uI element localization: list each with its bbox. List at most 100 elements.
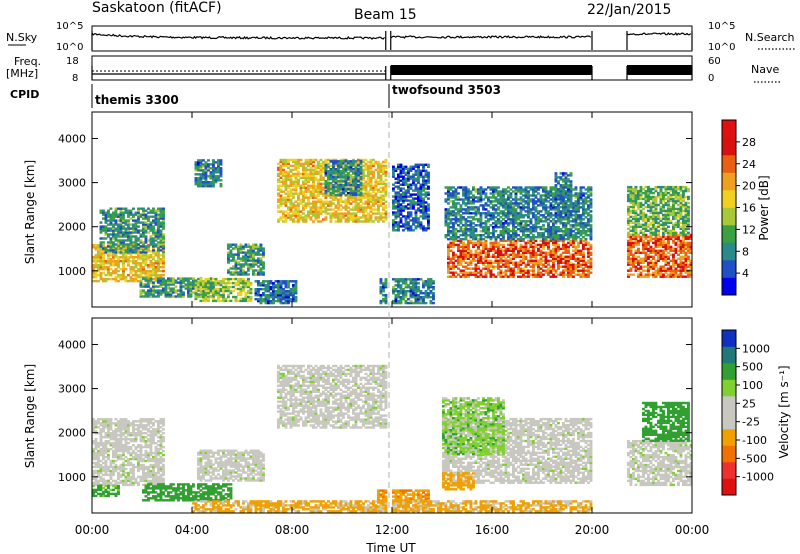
data-cell [407, 211, 410, 214]
data-cell [224, 281, 228, 285]
data-cell [237, 283, 240, 287]
data-cell [534, 259, 538, 262]
data-cell [147, 258, 150, 261]
data-cell [227, 243, 230, 246]
data-cell [142, 217, 145, 220]
data-cell [204, 281, 208, 285]
data-cell [364, 180, 368, 183]
data-cell [514, 208, 518, 211]
data-cell [474, 210, 478, 213]
data-cell [309, 206, 313, 209]
data-cell [552, 255, 555, 258]
data-cell [259, 257, 263, 260]
data-cell [557, 273, 560, 276]
data-cell [514, 194, 518, 197]
data-cell [362, 158, 365, 162]
data-cell [104, 247, 108, 250]
data-cell [157, 252, 160, 255]
data-cell [229, 271, 233, 274]
data-cell [494, 186, 498, 189]
data-cell [327, 187, 330, 191]
data-cell [247, 257, 250, 260]
data-cell [404, 225, 408, 228]
data-cell [479, 222, 483, 225]
data-cell [527, 263, 530, 266]
data-cell [312, 196, 315, 199]
data-cell [394, 290, 398, 293]
data-cell [369, 200, 373, 203]
data-cell [252, 265, 255, 268]
data-cell [479, 257, 483, 260]
data-cell [144, 264, 148, 267]
data-cell [352, 158, 355, 162]
data-cell [444, 214, 448, 217]
data-cell [157, 213, 160, 216]
data-cell [144, 251, 148, 254]
data-cell [214, 175, 218, 178]
data-cell [524, 251, 528, 254]
data-cell [277, 220, 280, 223]
data-cell [372, 164, 375, 168]
data-cell [564, 261, 568, 264]
data-cell [239, 271, 243, 274]
data-cell [522, 194, 525, 197]
data-cell [482, 188, 485, 191]
data-cell [564, 273, 568, 276]
data-cell [319, 186, 323, 189]
data-cell [529, 222, 533, 225]
data-cell [144, 258, 148, 261]
data-cell [372, 162, 375, 166]
data-cell [427, 191, 430, 194]
data-cell [509, 230, 513, 233]
data-cell [137, 215, 140, 218]
data-cell [459, 210, 463, 213]
data-cell [464, 249, 468, 252]
data-cell [134, 227, 138, 230]
data-cell [412, 189, 415, 192]
data-cell [522, 208, 525, 211]
data-cell [327, 170, 330, 173]
data-cell [482, 238, 485, 241]
data-cell [339, 176, 343, 179]
data-cell [299, 202, 303, 205]
data-cell [287, 206, 290, 209]
data-cell [97, 268, 100, 271]
data-cell [514, 190, 518, 193]
data-cell [392, 183, 395, 186]
data-cell [452, 232, 455, 235]
data-cell [492, 267, 495, 270]
data-cell [419, 197, 423, 200]
data-cell [299, 162, 303, 166]
data-cell [232, 277, 235, 281]
data-cell [137, 207, 140, 210]
data-cell [494, 226, 498, 229]
data-cell [344, 198, 348, 201]
data-cell [244, 297, 248, 301]
data-cell [237, 273, 240, 276]
data-cell [209, 287, 213, 290]
data-cell [499, 259, 503, 262]
data-cell [522, 267, 525, 270]
data-cell [124, 254, 128, 257]
data-cell [534, 202, 538, 205]
data-cell [147, 215, 150, 218]
data-cell [127, 249, 130, 252]
data-cell [249, 265, 253, 268]
data-cell [244, 263, 248, 266]
data-cell [294, 172, 298, 176]
data-cell [319, 166, 323, 170]
data-cell [404, 296, 408, 299]
data-cell [157, 207, 160, 210]
data-cell [477, 220, 480, 223]
data-cell [247, 281, 250, 285]
data-cell [532, 255, 535, 258]
data-cell [454, 202, 458, 205]
data-cell [489, 249, 493, 252]
data-cell [514, 265, 518, 268]
data-cell [279, 196, 283, 199]
data-cell [497, 259, 500, 262]
data-cell [127, 273, 130, 277]
data-cell [484, 194, 488, 197]
data-cell [367, 218, 370, 221]
data-cell [259, 249, 263, 252]
